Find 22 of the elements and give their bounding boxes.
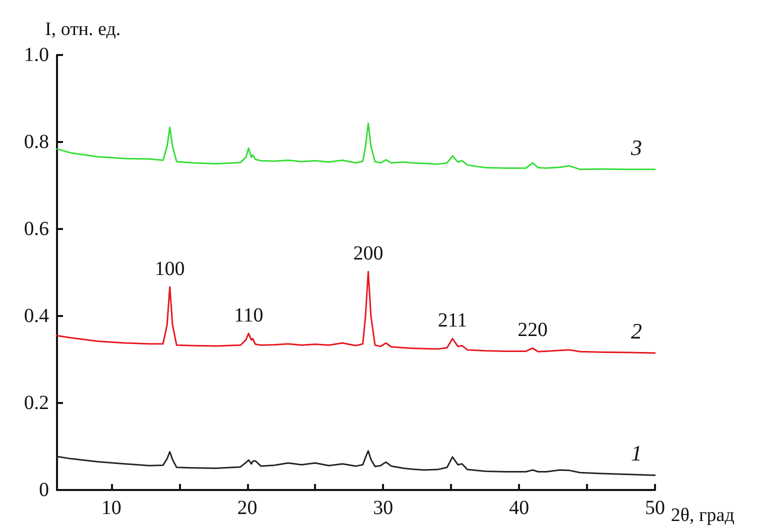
annotation: 100 [154,258,185,280]
x-tick-label: 30 [373,497,394,519]
y-tick-label: 0 [39,479,49,501]
annotation: 211 [438,310,468,332]
line-series [56,122,656,170]
series-label: 1 [631,440,642,466]
annotation: 200 [353,242,384,265]
y-tick-label: 0.6 [24,218,49,240]
y-tick-label: 0.4 [24,305,49,327]
x-axis-title: 2θ, град [670,505,735,526]
x-tick-label: 50 [645,497,665,519]
x-tick-label: 20 [237,497,258,519]
annotation: 220 [518,319,548,342]
y-tick-label: 0.2 [24,392,49,414]
series-label: 2 [631,318,642,344]
x-tick-label: 10 [101,497,122,519]
y-tick-label: 1.0 [24,44,49,66]
x-tick-label: 40 [509,497,530,519]
annotation: 110 [234,304,264,326]
y-axis-title: I, отн. ед. [45,19,121,40]
y-tick-label: 0.8 [24,131,49,153]
series-label: 3 [630,134,642,160]
